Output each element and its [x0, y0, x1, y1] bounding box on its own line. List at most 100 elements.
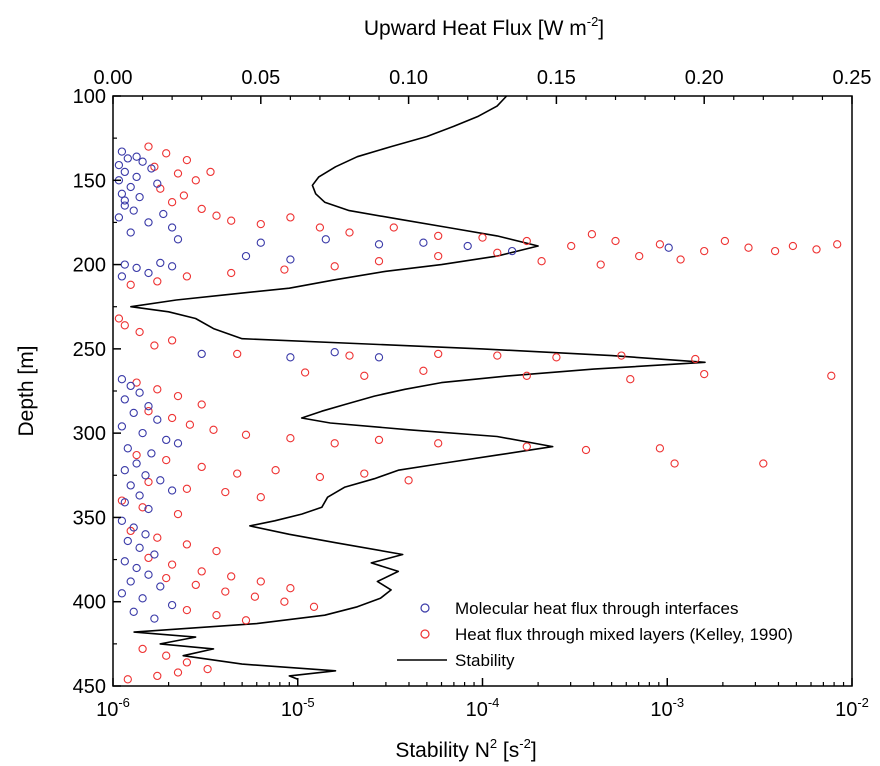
molecular-point: [141, 471, 150, 480]
mixed-layer-point: [537, 257, 546, 266]
mixed-layer-point: [212, 546, 221, 556]
molecular-point: [129, 408, 138, 418]
molecular-point: [286, 255, 295, 264]
molecular-point: [138, 428, 147, 438]
y-tick-label: 100: [73, 86, 106, 108]
molecular-point: [156, 476, 165, 485]
mixed-layer-point: [700, 246, 709, 256]
mixed-layer-point: [759, 459, 768, 468]
molecular-point: [123, 444, 132, 453]
mixed-layer-point: [212, 211, 221, 220]
mixed-layer-point: [567, 241, 576, 251]
mixed-layer-point: [206, 167, 215, 177]
molecular-point: [117, 189, 127, 198]
stability-layer: [130, 95, 706, 681]
mixed-layer-point: [374, 435, 384, 445]
molecular-point: [167, 262, 177, 271]
y-axis-title: Depth [m]: [15, 345, 38, 436]
mixed-layer-point: [389, 223, 398, 232]
molecular-point: [129, 607, 138, 616]
mixed-layer-point: [522, 442, 531, 451]
top-tick-label: 0.00: [94, 67, 133, 89]
mixed-layer-point: [286, 584, 295, 593]
mixed-layer-point: [144, 407, 153, 416]
mixed-layer-point: [203, 664, 212, 674]
molecular-point: [147, 164, 156, 173]
y-tick-label: 350: [73, 507, 106, 529]
molecular-point: [117, 272, 127, 281]
top-tick-label: 0.20: [685, 67, 724, 89]
molecular-layer-points: [114, 147, 673, 623]
mixed-layer-point: [138, 644, 147, 654]
molecular-point: [162, 435, 171, 445]
molecular-point: [120, 167, 129, 177]
molecular-point: [132, 172, 141, 182]
mixed-layer-point: [250, 592, 260, 601]
molecular-point: [120, 260, 129, 269]
mixed-layer-point: [191, 580, 200, 590]
molecular-point: [144, 402, 153, 411]
y-tick-label: 250: [73, 339, 106, 361]
molecular-point: [126, 481, 135, 490]
molecular-point: [123, 536, 132, 546]
mixed-layer-point: [286, 434, 295, 443]
molecular-point: [197, 349, 206, 359]
molecular-point: [135, 491, 144, 500]
mixed-layer-point: [135, 327, 144, 337]
molecular-point: [144, 504, 153, 514]
molecular-point: [129, 523, 138, 532]
mixed-layer-point: [434, 231, 443, 241]
mixed-layer-point: [167, 413, 177, 423]
mixed-layer-point: [700, 369, 709, 379]
mixed-layer-point: [162, 651, 171, 660]
mixed-layer-point: [123, 675, 132, 684]
molecular-point: [153, 415, 162, 424]
mixed-layer-point: [626, 375, 635, 384]
legend-item-molecular: Molecular heat flux through interfaces: [420, 599, 739, 618]
molecular-point: [173, 439, 183, 448]
mixed-layer-point: [173, 509, 183, 519]
mixed-layer-point: [587, 230, 597, 239]
molecular-point: [167, 486, 177, 495]
molecular-point: [123, 154, 132, 163]
molecular-point: [138, 157, 147, 166]
mixed-layer-point: [162, 149, 171, 158]
mixed-layer-point: [617, 351, 626, 360]
mixed-layer-point: [434, 251, 443, 261]
mixed-layer-point: [522, 371, 531, 380]
mixed-layer-point: [286, 213, 295, 222]
molecular-point: [117, 422, 127, 431]
mixed-layer-point: [173, 668, 183, 677]
molecular-point: [135, 192, 144, 202]
molecular-point: [156, 258, 165, 268]
mixed-layer-point: [345, 351, 354, 360]
mixed-layer-point: [173, 169, 183, 178]
mixed-layer-point: [182, 658, 192, 667]
mixed-layer-point: [221, 587, 230, 596]
mixed-layer-point: [197, 462, 206, 472]
molecular-point: [156, 582, 165, 591]
molecular-point: [117, 516, 127, 525]
molecular-point: [241, 251, 251, 261]
mixed-layer-point: [434, 439, 443, 448]
mixed-layer-point: [233, 469, 242, 478]
molecular-point: [374, 353, 384, 362]
ticks-layer: 0.00 0.05 0.10 0.15 0.20 0.25 10-6 10-5 10-4 10-3…: [73, 67, 872, 721]
legend-label-molecular: Molecular heat flux through interfaces: [455, 599, 739, 618]
molecular-point: [256, 238, 265, 247]
mixed-layer-point: [522, 236, 531, 246]
mixed-layer-point: [404, 476, 413, 485]
legend-marker-molecular: [420, 603, 430, 613]
molecular-point: [120, 498, 129, 507]
mixed-layer-point: [241, 430, 251, 439]
molecular-point: [507, 246, 517, 256]
legend-label-stability: Stability: [455, 651, 515, 670]
mixed-layer-point: [153, 277, 162, 286]
molecular-point: [117, 375, 127, 384]
mixed-layer-point: [315, 223, 325, 232]
mixed-layer-point: [827, 371, 836, 380]
mixed-layer-point: [309, 602, 319, 611]
molecular-point: [159, 209, 168, 219]
molecular-point: [141, 530, 150, 539]
